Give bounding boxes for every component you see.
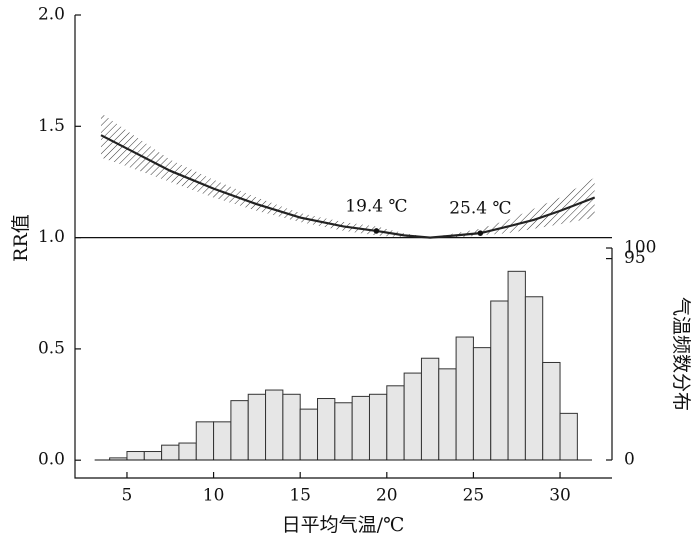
y2-axis-label: 气温频数分布	[670, 297, 692, 411]
x-axis-label: 日平均气温/℃	[282, 514, 405, 536]
histogram-bar	[317, 398, 336, 461]
x-tick-label: 30	[549, 486, 571, 506]
histogram-bar	[126, 451, 145, 461]
annotation-point	[373, 228, 380, 234]
histogram-bar	[542, 361, 561, 461]
y2-tick-label: 95	[624, 248, 646, 268]
histogram-bar	[559, 412, 578, 461]
confidence-band	[100, 112, 595, 238]
histogram-bar	[230, 400, 249, 461]
histogram-bar	[334, 402, 353, 461]
y2-tick-label: 100	[624, 238, 656, 258]
axis-frame	[74, 15, 612, 479]
y-axis-label: RR值	[10, 214, 32, 262]
histogram-bar	[247, 393, 267, 461]
annotation-label: 19.4 ℃	[345, 196, 407, 216]
histogram-bar	[524, 296, 544, 461]
y-tick-label: 2.0	[38, 5, 65, 25]
histogram-bar	[265, 389, 284, 461]
histogram-bar	[299, 408, 319, 461]
histogram-bar	[143, 451, 163, 461]
histogram-bar	[195, 421, 215, 461]
histogram-bar	[282, 393, 301, 461]
x-tick-label: 20	[376, 486, 398, 506]
annotation-label: 25.4 ℃	[449, 199, 511, 219]
x-tick-label: 15	[289, 486, 311, 506]
histogram-bar	[490, 300, 509, 461]
histogram-bar	[161, 444, 180, 461]
y-tick-label: 1.0	[38, 227, 65, 247]
y-tick-label: 1.5	[38, 116, 65, 136]
y-tick-label: 0.5	[38, 338, 65, 358]
histogram-bar	[472, 347, 492, 461]
x-tick-label: 25	[463, 486, 485, 506]
histogram-bar	[368, 393, 388, 461]
histogram-bar	[351, 395, 370, 461]
x-tick-label: 10	[203, 486, 225, 506]
histogram-bar	[455, 336, 474, 461]
histogram-bar	[178, 442, 197, 461]
histogram-bar	[438, 368, 457, 461]
y2-tick-label: 0	[624, 450, 635, 470]
histogram-bar	[386, 385, 405, 461]
histogram-bar	[213, 421, 232, 461]
histogram-bar	[507, 270, 526, 461]
histogram-bar	[420, 357, 440, 461]
histogram-bar	[403, 372, 422, 461]
rr-curve	[100, 134, 596, 239]
x-tick-label: 5	[122, 486, 133, 506]
annotation-point	[477, 230, 484, 236]
y-tick-label: 0.0	[38, 450, 65, 470]
